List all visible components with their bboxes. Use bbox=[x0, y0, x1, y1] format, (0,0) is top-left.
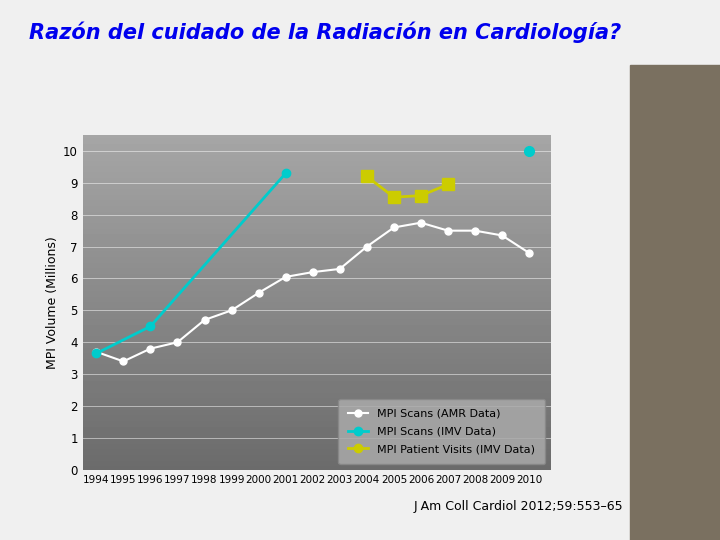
Bar bbox=[630, 65, 720, 540]
Y-axis label: MPI Volume (Millions): MPI Volume (Millions) bbox=[46, 236, 59, 369]
Text: J Am Coll Cardiol 2012;59:553–65: J Am Coll Cardiol 2012;59:553–65 bbox=[413, 500, 623, 513]
Text: Razón del cuidado de la Radiación en Cardiología?: Razón del cuidado de la Radiación en Car… bbox=[29, 22, 621, 43]
Legend: MPI Scans (AMR Data), MPI Scans (IMV Data), MPI Patient Visits (IMV Data): MPI Scans (AMR Data), MPI Scans (IMV Dat… bbox=[338, 399, 545, 464]
